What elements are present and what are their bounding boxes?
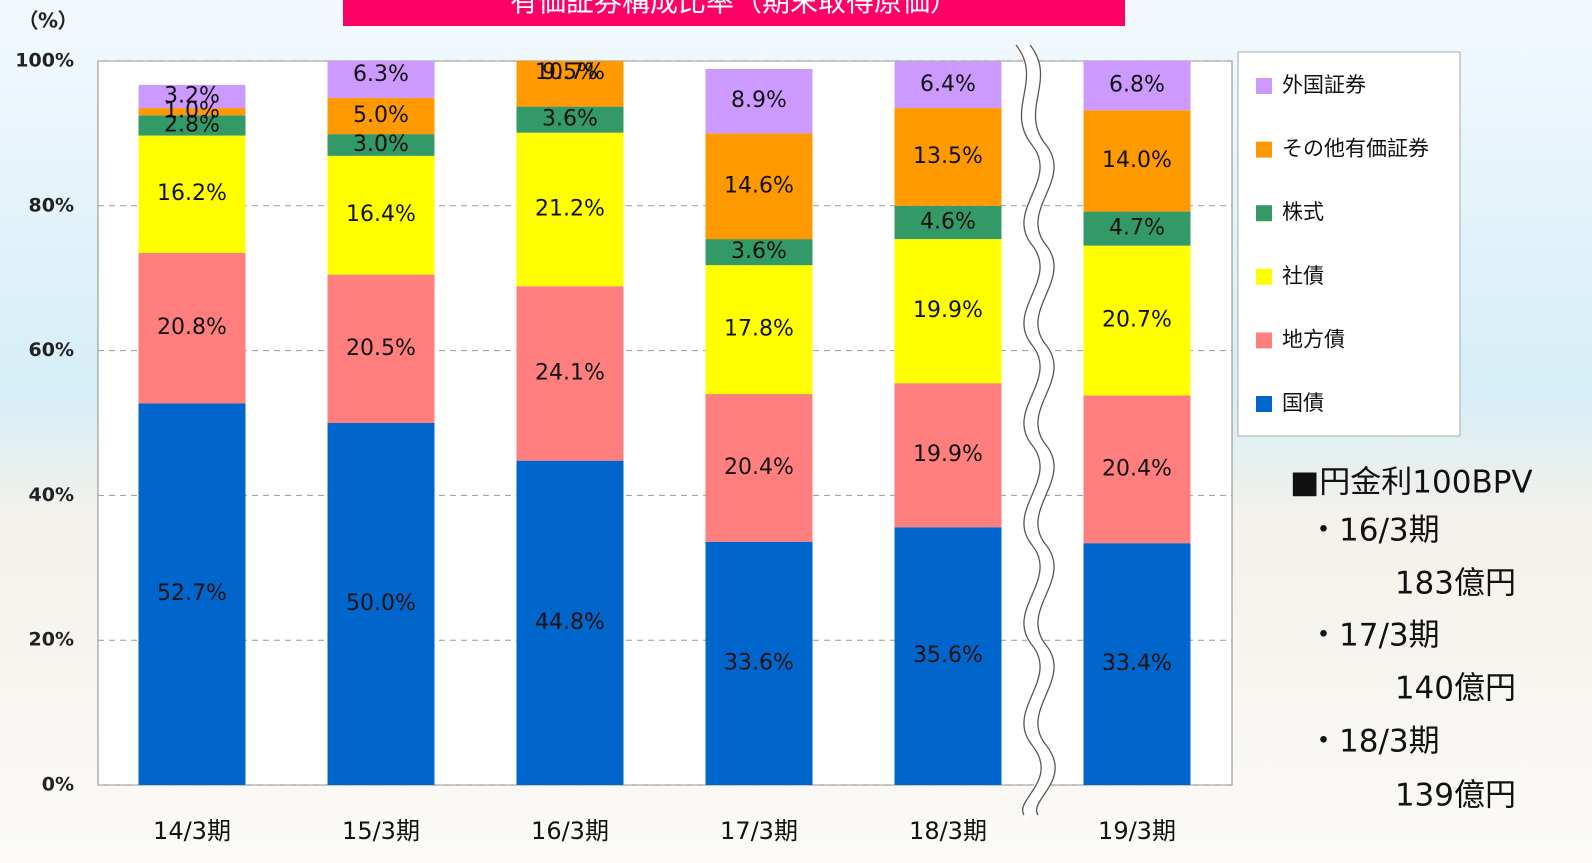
x-tick-label: 19/3期 — [1098, 817, 1176, 845]
data-label: 9.5% — [542, 60, 598, 85]
data-label: 50.0% — [346, 591, 416, 616]
data-label: 13.5% — [913, 144, 983, 169]
data-label: 3.6% — [731, 239, 787, 264]
plot-area — [98, 61, 1232, 785]
data-label: 20.7% — [1102, 308, 1172, 333]
data-label: 3.6% — [542, 107, 598, 132]
data-label: 14.0% — [1102, 148, 1172, 173]
legend-swatch — [1256, 78, 1272, 94]
x-tick-label: 18/3期 — [909, 817, 987, 845]
y-axis-label: （%） — [18, 9, 78, 33]
legend-label: 社債 — [1282, 264, 1324, 288]
legend-label: 地方債 — [1282, 327, 1345, 351]
y-tick-label: 20% — [29, 629, 74, 651]
data-label: 14.6% — [724, 173, 794, 198]
data-label: 21.2% — [535, 196, 605, 221]
data-label: 4.6% — [920, 209, 976, 234]
legend-swatch — [1256, 205, 1272, 221]
x-tick-label: 16/3期 — [531, 817, 609, 845]
chart: 有価証券構成比率（期末取得原価） （%） 0%20%40%60%80%100% … — [0, 0, 1592, 863]
x-tick-label: 14/3期 — [153, 817, 231, 845]
data-label: 6.3% — [353, 62, 409, 87]
data-label: 17.8% — [724, 317, 794, 342]
data-label: 16.2% — [157, 181, 227, 206]
legend-label: 株式 — [1282, 200, 1324, 224]
legend-swatch — [1256, 269, 1272, 285]
y-tick-label: 0% — [42, 774, 74, 796]
note: ・17/3期 — [1308, 618, 1440, 654]
chart-title: 有価証券構成比率（期末取得原価） — [510, 0, 958, 18]
data-label: 6.4% — [920, 72, 976, 97]
data-label: 52.7% — [157, 581, 227, 606]
legend-label: 外国証券 — [1282, 73, 1366, 97]
data-label: 5.0% — [353, 103, 409, 128]
data-label: 19.9% — [913, 442, 983, 467]
data-label: 33.4% — [1102, 651, 1172, 676]
data-label: 20.8% — [157, 315, 227, 340]
note: 140億円 — [1395, 671, 1516, 707]
data-label: 24.1% — [535, 360, 605, 385]
legend-swatch — [1256, 142, 1272, 158]
data-label: 6.8% — [1109, 73, 1165, 98]
x-tick-label: 17/3期 — [720, 817, 798, 845]
data-label: 35.6% — [913, 643, 983, 668]
data-label: 8.9% — [731, 88, 787, 113]
data-label: 20.5% — [346, 336, 416, 361]
legend-label: 国債 — [1282, 391, 1324, 415]
y-tick-label: 60% — [29, 339, 74, 361]
x-tick-label: 15/3期 — [342, 817, 420, 845]
y-tick-label: 80% — [29, 194, 74, 216]
data-label: 20.4% — [724, 455, 794, 480]
data-label: 19.9% — [913, 298, 983, 323]
note: ・18/3期 — [1308, 724, 1440, 760]
note: 183億円 — [1395, 566, 1516, 602]
data-label: 3.0% — [353, 132, 409, 157]
note: 139億円 — [1395, 778, 1516, 814]
note: ■円金利100BPV — [1290, 465, 1533, 501]
legend-label: その他有価証券 — [1282, 137, 1429, 161]
legend-swatch — [1256, 332, 1272, 348]
data-label: 3.2% — [164, 83, 220, 108]
data-label: 20.4% — [1102, 456, 1172, 481]
y-tick-label: 40% — [29, 484, 74, 506]
data-label: 33.6% — [724, 650, 794, 675]
note: ・16/3期 — [1308, 513, 1440, 549]
data-label: 16.4% — [346, 202, 416, 227]
legend — [1238, 52, 1460, 436]
y-tick-label: 100% — [15, 50, 74, 72]
legend-swatch — [1256, 396, 1272, 412]
data-label: 44.8% — [535, 610, 605, 635]
data-label: 4.7% — [1109, 216, 1165, 241]
